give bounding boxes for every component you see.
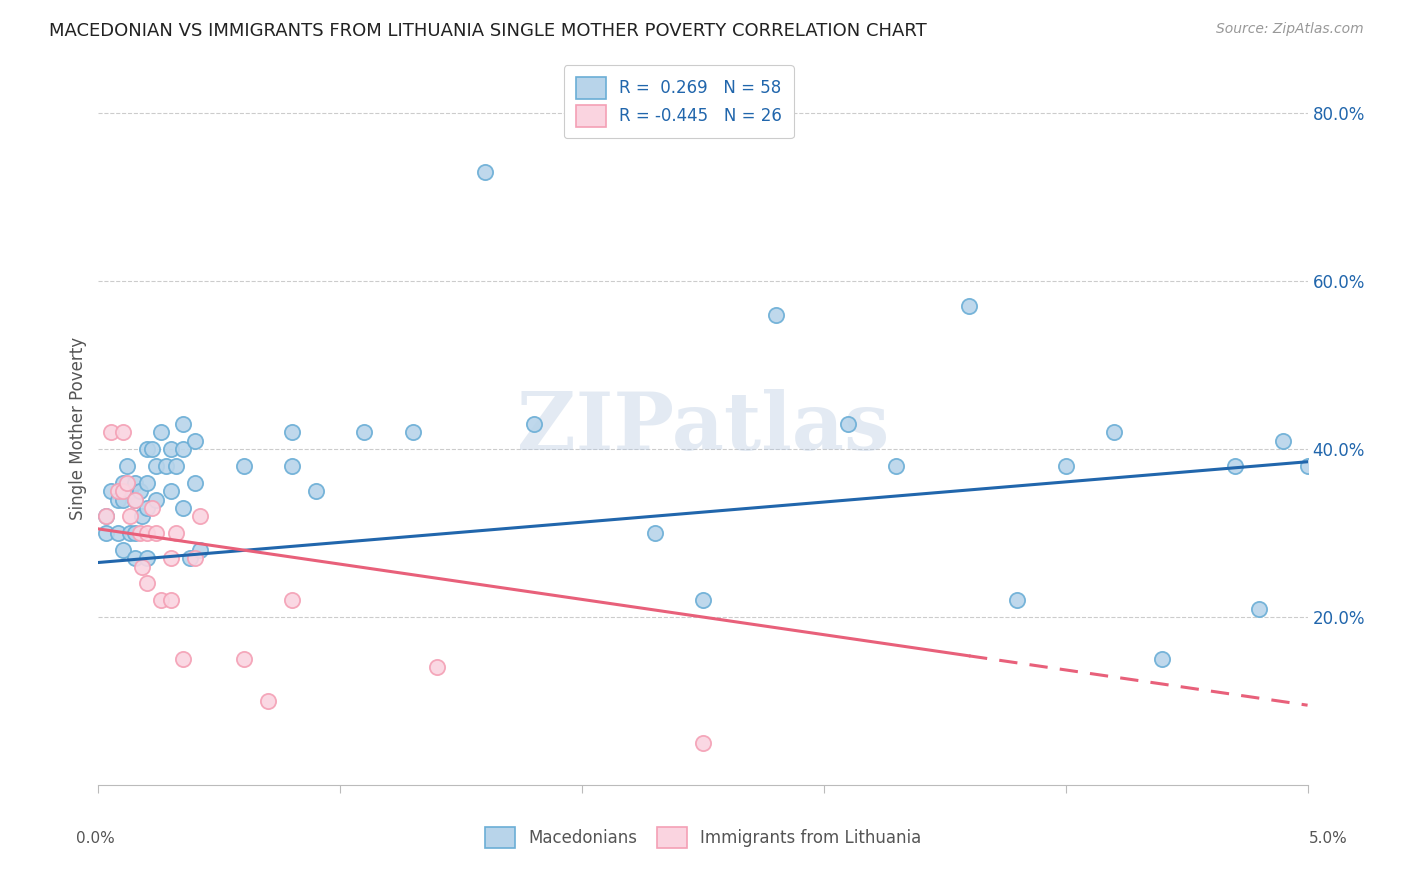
- Point: [94, 526, 117, 541]
- Point: [886, 458, 908, 473]
- Point: [765, 308, 787, 322]
- Point: [172, 500, 194, 515]
- Point: [353, 425, 375, 440]
- Point: [1249, 601, 1271, 615]
- Point: [692, 736, 714, 750]
- Text: 5.0%: 5.0%: [1309, 831, 1348, 847]
- Point: [165, 526, 187, 541]
- Point: [1272, 434, 1295, 448]
- Point: [305, 484, 328, 499]
- Point: [281, 458, 304, 473]
- Point: [160, 551, 183, 566]
- Point: [118, 526, 141, 541]
- Point: [117, 458, 139, 473]
- Point: [107, 526, 129, 541]
- Point: [1102, 425, 1125, 440]
- Point: [150, 593, 173, 607]
- Point: [256, 694, 278, 708]
- Point: [957, 300, 980, 314]
- Point: [155, 458, 177, 473]
- Point: [426, 660, 449, 674]
- Point: [135, 500, 157, 515]
- Point: [107, 492, 129, 507]
- Point: [1054, 458, 1077, 473]
- Point: [94, 509, 117, 524]
- Point: [281, 425, 304, 440]
- Point: [644, 526, 666, 541]
- Point: [837, 417, 859, 431]
- Point: [172, 442, 194, 457]
- Text: 0.0%: 0.0%: [76, 831, 115, 847]
- Point: [141, 500, 163, 515]
- Legend: Macedonians, Immigrants from Lithuania: Macedonians, Immigrants from Lithuania: [478, 821, 928, 855]
- Point: [128, 526, 150, 541]
- Point: [402, 425, 425, 440]
- Text: Source: ZipAtlas.com: Source: ZipAtlas.com: [1216, 22, 1364, 37]
- Point: [179, 551, 201, 566]
- Point: [172, 652, 194, 666]
- Point: [232, 458, 254, 473]
- Point: [172, 417, 194, 431]
- Point: [111, 542, 134, 557]
- Point: [474, 165, 496, 179]
- Point: [1152, 652, 1174, 666]
- Point: [160, 442, 183, 457]
- Point: [135, 442, 157, 457]
- Text: MACEDONIAN VS IMMIGRANTS FROM LITHUANIA SINGLE MOTHER POVERTY CORRELATION CHART: MACEDONIAN VS IMMIGRANTS FROM LITHUANIA …: [49, 22, 927, 40]
- Point: [150, 425, 173, 440]
- Point: [135, 526, 157, 541]
- Point: [523, 417, 546, 431]
- Point: [281, 593, 304, 607]
- Point: [111, 492, 134, 507]
- Point: [124, 526, 146, 541]
- Point: [145, 492, 167, 507]
- Point: [184, 475, 207, 490]
- Point: [100, 484, 122, 499]
- Point: [160, 484, 183, 499]
- Point: [111, 425, 134, 440]
- Point: [1007, 593, 1029, 607]
- Point: [128, 484, 150, 499]
- Point: [118, 509, 141, 524]
- Point: [135, 475, 157, 490]
- Point: [111, 484, 134, 499]
- Point: [124, 492, 146, 507]
- Point: [145, 526, 167, 541]
- Point: [94, 509, 117, 524]
- Y-axis label: Single Mother Poverty: Single Mother Poverty: [69, 336, 87, 520]
- Point: [1296, 458, 1319, 473]
- Point: [692, 593, 714, 607]
- Point: [100, 425, 122, 440]
- Point: [107, 484, 129, 499]
- Point: [135, 576, 157, 591]
- Point: [124, 492, 146, 507]
- Point: [184, 551, 207, 566]
- Point: [117, 475, 139, 490]
- Point: [124, 551, 146, 566]
- Point: [111, 475, 134, 490]
- Point: [1223, 458, 1246, 473]
- Point: [188, 509, 211, 524]
- Point: [188, 542, 211, 557]
- Point: [118, 484, 141, 499]
- Text: ZIPatlas: ZIPatlas: [517, 389, 889, 467]
- Point: [131, 559, 153, 574]
- Point: [135, 551, 157, 566]
- Point: [165, 458, 187, 473]
- Point: [124, 475, 146, 490]
- Point: [232, 652, 254, 666]
- Point: [145, 458, 167, 473]
- Point: [184, 434, 207, 448]
- Point: [131, 509, 153, 524]
- Point: [160, 593, 183, 607]
- Point: [141, 442, 163, 457]
